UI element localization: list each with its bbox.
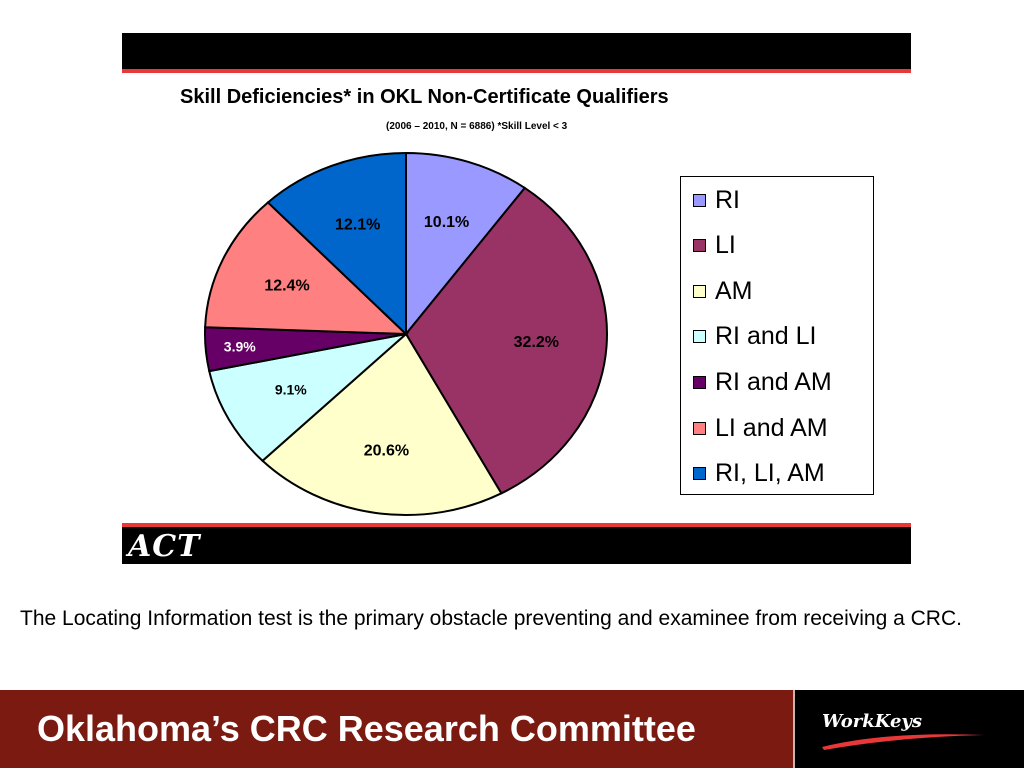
data-label-6: 12.4% [264, 277, 309, 294]
pie-slice-6 [204, 201, 409, 336]
bottom-banner-bar [122, 527, 911, 564]
legend-swatch [693, 467, 706, 481]
legend-label: RI and AM [715, 367, 832, 396]
footer-logo-panel [795, 690, 1024, 768]
legend-swatch [693, 421, 706, 435]
legend-item: RI [693, 185, 740, 215]
data-label-7: 12.1% [335, 217, 380, 234]
legend-label: LI and AM [715, 413, 828, 442]
legend-label: AM [715, 276, 753, 305]
legend-label: RI and LI [715, 322, 817, 351]
legend-item: RI and LI [693, 322, 816, 352]
workkeys-logo: WorkKeys [822, 711, 923, 732]
legend-item: AM [693, 276, 753, 306]
chart-title: Skill Deficiencies* in OKL Non-Certifica… [180, 86, 669, 108]
top-banner-bar [122, 33, 911, 69]
legend-label: RI [715, 185, 740, 214]
footer-divider [793, 690, 795, 768]
legend-item: RI, LI, AM [693, 459, 825, 489]
footer-title: Oklahoma’s CRC Research Committee [37, 708, 696, 749]
workkeys-swoosh-icon [822, 734, 984, 750]
data-label-3: 20.6% [364, 442, 409, 459]
legend-swatch [693, 330, 706, 344]
top-accent-line [122, 69, 911, 73]
pie-slice-7 [266, 151, 407, 337]
legend-swatch [693, 239, 706, 253]
legend-label: RI, LI, AM [715, 459, 825, 488]
data-label-4: 9.1% [275, 382, 307, 398]
pie-slice-4 [208, 332, 410, 463]
legend-swatch [693, 193, 706, 207]
legend-item: LI and AM [693, 413, 828, 443]
legend-label: LI [715, 231, 736, 260]
legend-swatch [693, 375, 706, 389]
chart-legend: RI LI AM RI and LI RI and AM LI and AM RI, LI,… [680, 176, 874, 495]
pie-slice-1 [405, 151, 527, 337]
legend-swatch [693, 284, 706, 298]
data-label-1: 10.1% [424, 214, 469, 231]
act-logo: ACT [128, 529, 201, 564]
legend-item: LI [693, 231, 736, 261]
slide-caption: The Locating Information test is the pri… [20, 607, 962, 630]
data-label-5: 3.9% [224, 339, 256, 355]
bottom-accent-line [122, 523, 911, 527]
chart-subtitle: (2006 – 2010, N = 6886) *Skill Level < 3 [386, 121, 568, 132]
legend-item: RI and AM [693, 367, 832, 397]
data-label-2: 32.2% [514, 334, 559, 351]
pie-slice-3 [261, 332, 503, 516]
